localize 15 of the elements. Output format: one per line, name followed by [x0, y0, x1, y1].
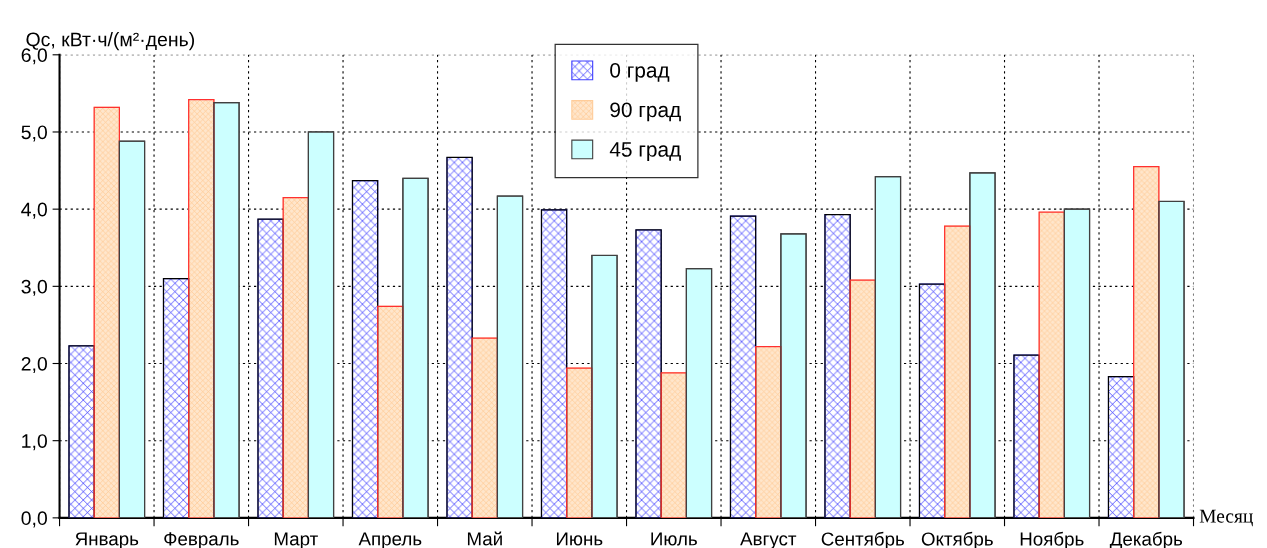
x-tick-label: Июль [651, 532, 697, 546]
y-tick-label: 3,0 [21, 279, 47, 296]
x-axis-title: Месяц [1199, 509, 1253, 527]
y-tick-label: 2,0 [21, 356, 47, 374]
y-tick-label: 0,0 [21, 511, 47, 528]
legend-label: 0 град [610, 62, 670, 82]
x-tick-label: Июнь [556, 532, 603, 546]
y-tick-label: 1,0 [22, 434, 47, 451]
y-axis-title: Qc, кВт·ч/(м²·день) [26, 32, 195, 51]
legend-label: 45 град [609, 142, 681, 161]
y-tick-label: 4,0 [21, 202, 47, 219]
y-tick-label: 5,0 [21, 125, 47, 142]
x-tick-label: Май [467, 531, 502, 546]
y-tick-label: 6,0 [21, 48, 47, 65]
legend-label: 90 град [610, 102, 681, 122]
